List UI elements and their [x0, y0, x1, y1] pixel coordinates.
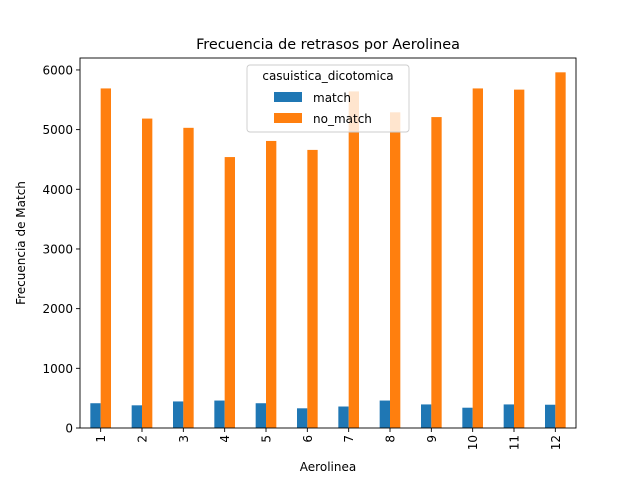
bar-no-match-3 [183, 127, 194, 429]
x-tick-label: 3 [177, 435, 191, 443]
legend-label-no-match: no_match [313, 112, 372, 126]
y-axis-label: Frecuencia de Match [14, 181, 28, 305]
y-tick-label: 5000 [42, 123, 73, 137]
bars-layer [90, 72, 566, 429]
bar-match-8 [379, 400, 390, 428]
y-tick-label: 4000 [42, 183, 73, 197]
x-tick-label: 11 [508, 435, 522, 450]
bar-no-match-6 [307, 149, 318, 428]
plot-frame [79, 57, 577, 429]
x-tick-label: 4 [218, 435, 232, 443]
bar-match-10 [462, 407, 473, 428]
bar-no-match-12 [555, 72, 566, 429]
bar-no-match-1 [100, 88, 111, 428]
bar-match-7 [338, 406, 349, 428]
x-axis-label: Aerolinea [300, 460, 356, 474]
legend-swatch-no-match [274, 113, 302, 123]
legend: casuistica_dicotomica match no_match [246, 64, 410, 133]
y-tick-label: 6000 [42, 63, 73, 77]
bar-match-3 [173, 401, 184, 428]
x-tick-label: 7 [342, 435, 356, 443]
bar-no-match-8 [390, 112, 401, 428]
x-tick-label: 6 [301, 435, 315, 443]
bar-no-match-7 [348, 91, 359, 428]
bar-no-match-11 [514, 89, 525, 429]
bar-match-2 [131, 405, 142, 428]
x-tick-label: 10 [466, 435, 480, 450]
chart-title: Frecuencia de retrasos por Aerolinea [196, 37, 460, 53]
bar-match-11 [503, 404, 514, 428]
y-tick-label: 3000 [42, 242, 73, 256]
legend-swatch-match [274, 92, 302, 102]
y-tick-label: 1000 [42, 362, 73, 376]
y-tick-label: 0 [65, 422, 73, 436]
bar-match-5 [255, 403, 266, 428]
x-tick-label: 8 [384, 435, 398, 443]
legend-label-match: match [313, 91, 351, 105]
x-axis-ticks: 1 2 3 4 5 6 7 8 9 10 11 12 [94, 428, 563, 450]
bar-match-12 [545, 404, 556, 428]
bar-no-match-5 [266, 140, 277, 429]
bar-no-match-9 [431, 117, 442, 429]
bar-match-4 [214, 400, 225, 428]
bar-no-match-4 [224, 157, 235, 428]
x-tick-label: 12 [549, 435, 563, 450]
bar-no-match-2 [142, 118, 153, 429]
y-tick-label: 2000 [42, 302, 73, 316]
x-tick-label: 2 [136, 435, 150, 443]
bar-match-1 [90, 403, 101, 428]
bar-match-6 [297, 408, 308, 428]
x-tick-label: 9 [425, 435, 439, 443]
y-axis-ticks: 0 1000 2000 3000 4000 5000 6000 [42, 63, 80, 436]
x-tick-label: 1 [94, 435, 108, 443]
legend-title: casuistica_dicotomica [262, 69, 393, 83]
x-tick-label: 5 [260, 435, 274, 443]
bar-no-match-10 [472, 88, 483, 428]
bar-match-9 [421, 404, 432, 428]
